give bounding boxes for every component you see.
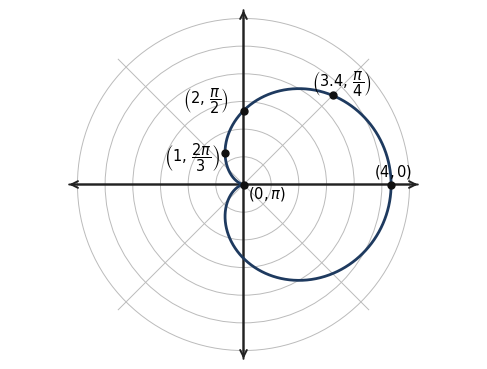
Text: $(0, \pi)$: $(0, \pi)$ [248, 185, 286, 203]
Text: $\left(2,\, \dfrac{\pi}{2}\right)$: $\left(2,\, \dfrac{\pi}{2}\right)$ [183, 86, 228, 116]
Text: $\left(3.4,\, \dfrac{\pi}{4}\right)$: $\left(3.4,\, \dfrac{\pi}{4}\right)$ [312, 70, 372, 99]
Text: $(4, 0)$: $(4, 0)$ [375, 163, 412, 181]
Text: $\left(1,\, \dfrac{2\pi}{3}\right)$: $\left(1,\, \dfrac{2\pi}{3}\right)$ [164, 141, 221, 173]
